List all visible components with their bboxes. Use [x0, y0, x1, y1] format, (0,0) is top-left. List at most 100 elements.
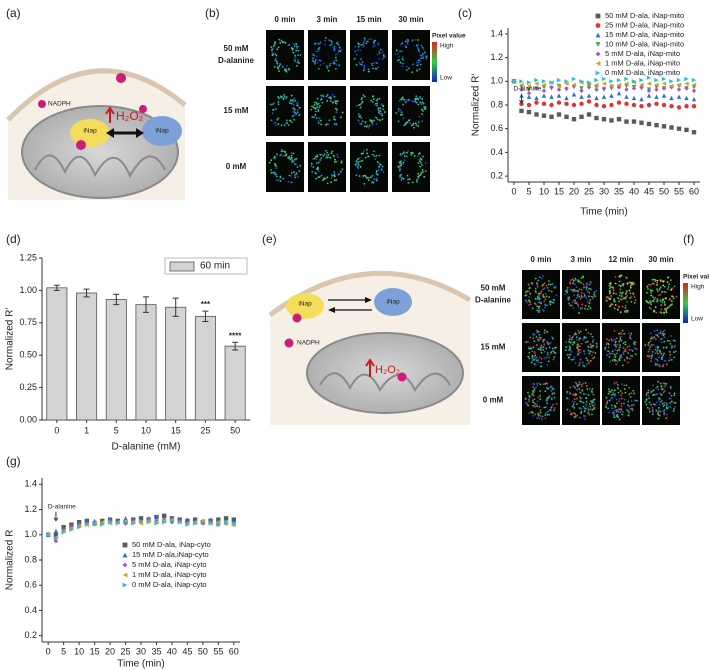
- pixel: [574, 381, 577, 384]
- pixel: [659, 398, 661, 400]
- pixel: [589, 299, 592, 301]
- pixel: [532, 394, 535, 397]
- marker: [146, 517, 151, 522]
- pixel: [634, 341, 637, 344]
- pixel: [330, 62, 333, 65]
- pixel: [576, 303, 579, 306]
- pixel: [670, 279, 672, 281]
- pixel: [546, 352, 549, 354]
- pixel: [618, 349, 621, 352]
- pixel: [651, 413, 654, 415]
- pixel: [583, 350, 585, 352]
- pixel: [569, 386, 572, 389]
- pixel: [553, 300, 556, 302]
- pixel: [630, 400, 633, 402]
- pixel: [633, 296, 636, 298]
- pixel: [657, 364, 659, 367]
- pixel: [542, 345, 545, 348]
- pixel: [363, 125, 366, 127]
- pixel: [366, 148, 368, 151]
- pixel: [660, 304, 663, 306]
- pixel: [636, 399, 638, 402]
- pixel: [539, 346, 542, 349]
- pixel: [544, 412, 547, 415]
- pixel: [329, 100, 332, 102]
- pixel: [586, 359, 589, 362]
- pixel: [315, 177, 317, 180]
- pixel: [372, 98, 375, 101]
- pixel: [614, 355, 617, 358]
- pixel: [610, 338, 613, 340]
- pixel: [554, 286, 557, 288]
- pixel: [655, 345, 657, 348]
- pixel: [541, 415, 544, 418]
- pixel: [336, 153, 339, 156]
- pixel: [543, 357, 546, 360]
- pixel: [546, 364, 549, 366]
- pixel: [531, 357, 534, 360]
- pixel: [415, 101, 418, 104]
- pixel: [649, 345, 652, 348]
- marker: [624, 101, 629, 107]
- marker: [534, 77, 539, 83]
- marker: [684, 86, 689, 91]
- pixel: [671, 287, 674, 290]
- marker: [669, 83, 674, 89]
- pixel: [538, 417, 540, 420]
- pixel: [527, 391, 529, 394]
- pixel: [540, 351, 543, 354]
- pixel: [366, 40, 369, 43]
- pixel: [623, 402, 625, 405]
- pixel: [630, 392, 633, 394]
- pixel: [273, 102, 275, 104]
- pixel: [650, 360, 652, 363]
- pixel: [314, 107, 317, 110]
- pixel: [580, 383, 583, 386]
- pixel: [271, 52, 274, 54]
- micrograph: [522, 376, 560, 425]
- pixel: [668, 359, 670, 362]
- pixel: [295, 157, 298, 160]
- pixel: [550, 406, 553, 408]
- pixel: [366, 152, 368, 155]
- pixel: [317, 67, 320, 70]
- pixel: [661, 400, 663, 402]
- pixel: [573, 334, 576, 336]
- pixel: [410, 152, 412, 154]
- marker: [624, 76, 629, 82]
- marker: [646, 93, 652, 98]
- pixel: [662, 364, 665, 366]
- pixel: [364, 175, 367, 178]
- pixel: [576, 347, 579, 349]
- pixel: [552, 358, 555, 361]
- pixel: [425, 58, 428, 61]
- pixel: [317, 120, 320, 123]
- marker: [185, 517, 190, 522]
- pixel: [651, 406, 654, 409]
- pixel: [578, 337, 581, 340]
- pixel: [577, 305, 580, 308]
- marker: [676, 126, 682, 131]
- pixel: [355, 53, 358, 56]
- pixel: [402, 152, 404, 155]
- pixel: [633, 347, 636, 349]
- pixel: [659, 279, 662, 282]
- pixel: [340, 160, 343, 163]
- pixel: [355, 63, 358, 66]
- pixel: [653, 278, 655, 281]
- pixel: [375, 116, 378, 119]
- panel-label: (g): [6, 454, 21, 468]
- significance: ****: [229, 331, 242, 340]
- pixel: [340, 48, 343, 51]
- pixel: [607, 346, 610, 349]
- marker: [534, 112, 539, 117]
- pixel: [286, 122, 289, 124]
- pixel: [361, 101, 364, 103]
- pixel: [579, 391, 581, 394]
- marker: [564, 81, 569, 86]
- pixel: [274, 43, 276, 46]
- pixel: [416, 64, 419, 66]
- pixel: [568, 295, 570, 298]
- pixel: [280, 39, 283, 42]
- marker: [519, 108, 524, 114]
